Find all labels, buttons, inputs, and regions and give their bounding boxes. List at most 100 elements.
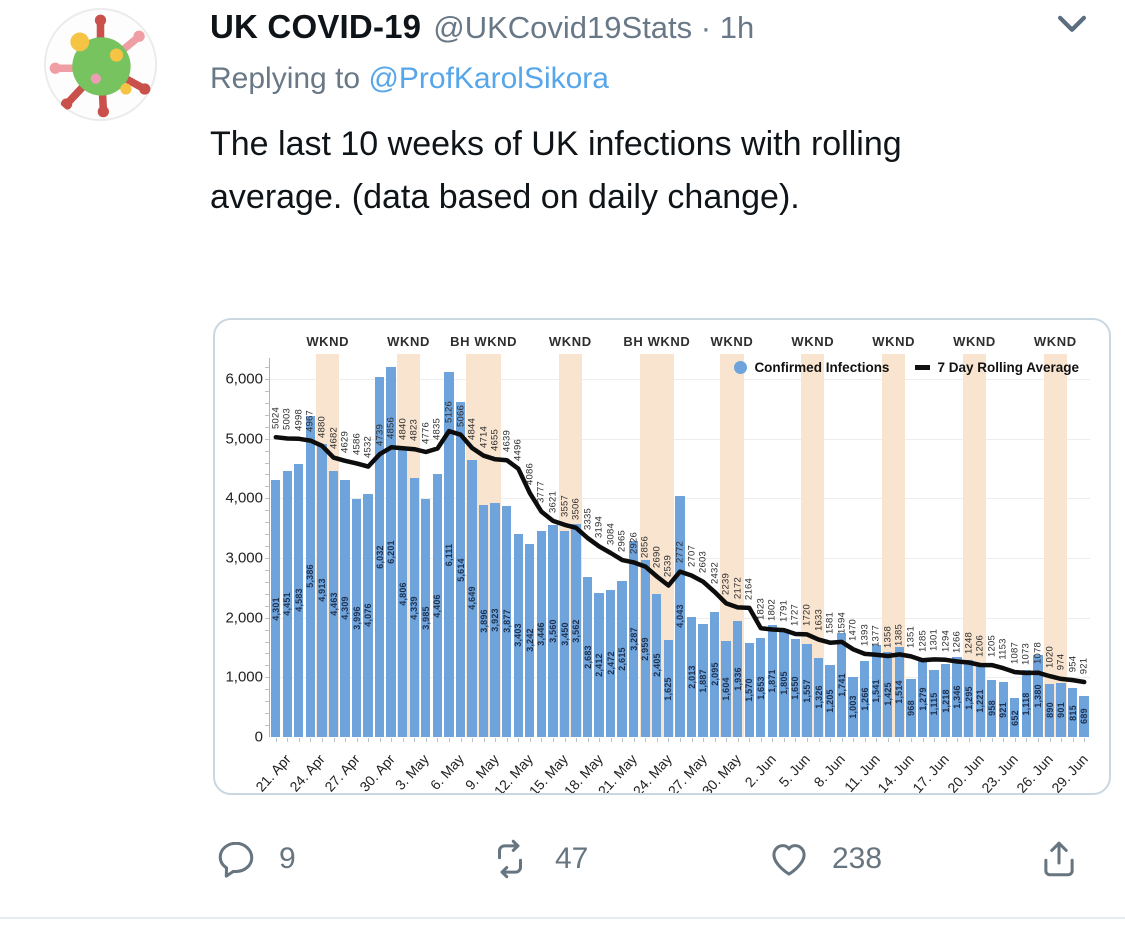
bar	[652, 593, 662, 737]
x-axis-tick	[691, 738, 693, 742]
bar	[582, 576, 593, 737]
average-value-label: 4655	[489, 429, 501, 452]
average-value-label: 1301	[928, 629, 940, 652]
x-axis-tick	[333, 738, 335, 742]
bar	[917, 660, 928, 737]
x-axis-tick	[298, 738, 300, 742]
x-axis-tick	[795, 738, 797, 742]
share-button[interactable]	[1038, 838, 1080, 880]
x-axis-tick	[830, 738, 832, 742]
x-axis-tick	[1072, 738, 1074, 742]
y-axis-minor-tick	[265, 558, 269, 559]
reply-count: 9	[279, 842, 296, 875]
tweet-menu-chevron-down-icon[interactable]	[1053, 6, 1091, 44]
y-axis-minor-tick	[265, 605, 269, 607]
x-axis-tick	[1003, 738, 1005, 742]
reply-button[interactable]: 9	[215, 838, 296, 880]
tweet-media-chart-card[interactable]: Confirmed Infections 7 Day Rolling Avera…	[213, 318, 1111, 795]
bar	[282, 471, 292, 737]
bar	[963, 659, 974, 737]
bar	[605, 589, 616, 737]
average-value-label: 1073	[1020, 642, 1032, 665]
retweet-button[interactable]: 47	[487, 838, 588, 880]
bar	[860, 661, 870, 737]
x-axis-tick	[437, 738, 439, 742]
bar	[1010, 698, 1020, 737]
handle-and-time[interactable]: @UKCovid19Stats · 1h	[433, 10, 755, 45]
bar	[756, 638, 766, 737]
average-value-label: 1285	[917, 630, 929, 653]
average-value-label: 2164	[743, 577, 755, 600]
avatar[interactable]	[44, 8, 157, 121]
tweet-action-bar: 9 47 238	[0, 830, 1125, 890]
average-value-label: 1393	[859, 623, 871, 646]
y-axis-minor-tick	[265, 689, 269, 691]
average-value-label: 3777	[535, 481, 547, 504]
y-axis-label: 0	[254, 728, 263, 746]
x-axis-tick	[529, 738, 531, 742]
average-value-label: 4823	[408, 419, 420, 441]
average-value-label: 4967	[304, 410, 316, 433]
tweet-divider	[0, 917, 1125, 919]
x-axis-tick	[910, 738, 912, 742]
weekend-band-label: WKND	[872, 334, 916, 349]
y-axis-minor-tick	[265, 725, 269, 727]
replying-to-handle-link[interactable]: @ProfKarolSikora	[368, 62, 609, 95]
blue-dot-icon	[734, 361, 748, 374]
x-axis-tick	[737, 738, 739, 742]
x-axis-tick	[576, 738, 578, 742]
covid-infections-chart: Confirmed Infections 7 Day Rolling Avera…	[215, 320, 1109, 793]
like-button[interactable]: 238	[768, 838, 882, 880]
weekend-band-label: WKND	[710, 334, 754, 349]
x-axis-tick	[656, 738, 658, 742]
bar	[340, 479, 350, 737]
x-axis-tick	[495, 738, 497, 742]
y-axis-minor-tick	[265, 402, 269, 404]
average-value-label: 1087	[1009, 641, 1021, 664]
x-axis-tick	[991, 738, 993, 742]
bar	[571, 524, 581, 737]
bar	[548, 524, 558, 737]
x-axis-tick	[922, 738, 924, 742]
x-axis-tick	[818, 738, 820, 742]
x-axis-tick	[483, 738, 485, 742]
x-axis-tick	[472, 738, 474, 742]
x-axis-tick	[541, 738, 543, 742]
x-axis-tick	[749, 738, 751, 742]
x-axis-tick	[287, 738, 289, 742]
x-axis-tick	[680, 738, 681, 742]
x-axis-tick	[460, 738, 462, 742]
average-value-label: 1351	[905, 626, 917, 649]
x-axis-tick	[876, 738, 878, 742]
bar	[374, 377, 385, 737]
bar	[294, 463, 304, 737]
replying-to-label: Replying to	[210, 62, 369, 95]
bar	[802, 644, 812, 737]
average-value-label: 954	[1067, 655, 1079, 672]
x-axis-tick	[622, 738, 624, 742]
x-axis-tick	[714, 738, 716, 742]
display-name[interactable]: UK COVID-19	[210, 8, 422, 45]
black-dash-icon	[915, 365, 931, 370]
x-axis-tick	[356, 738, 358, 742]
bar	[513, 533, 523, 737]
average-value-label: 4532	[362, 436, 374, 459]
y-axis-minor-tick	[265, 581, 269, 583]
weekend-band-label: WKND	[791, 334, 835, 349]
legend-confirmed-infections: Confirmed Infections	[734, 360, 889, 375]
average-value-label: 1581	[824, 612, 836, 635]
bar	[594, 593, 604, 737]
y-axis-minor-tick	[265, 510, 269, 512]
y-gridline	[270, 379, 1090, 380]
average-value-label: 2772	[674, 541, 686, 564]
bar	[467, 459, 477, 737]
x-axis-tick	[853, 738, 855, 742]
legend-rolling-average: 7 Day Rolling Average	[915, 360, 1079, 375]
bar	[351, 498, 362, 737]
average-value-label: 3335	[582, 507, 594, 530]
average-value-label: 3557	[559, 494, 570, 517]
x-axis-tick	[645, 738, 647, 742]
bar	[675, 495, 685, 737]
x-axis-tick	[980, 738, 982, 742]
average-value-label: 4776	[420, 421, 432, 444]
